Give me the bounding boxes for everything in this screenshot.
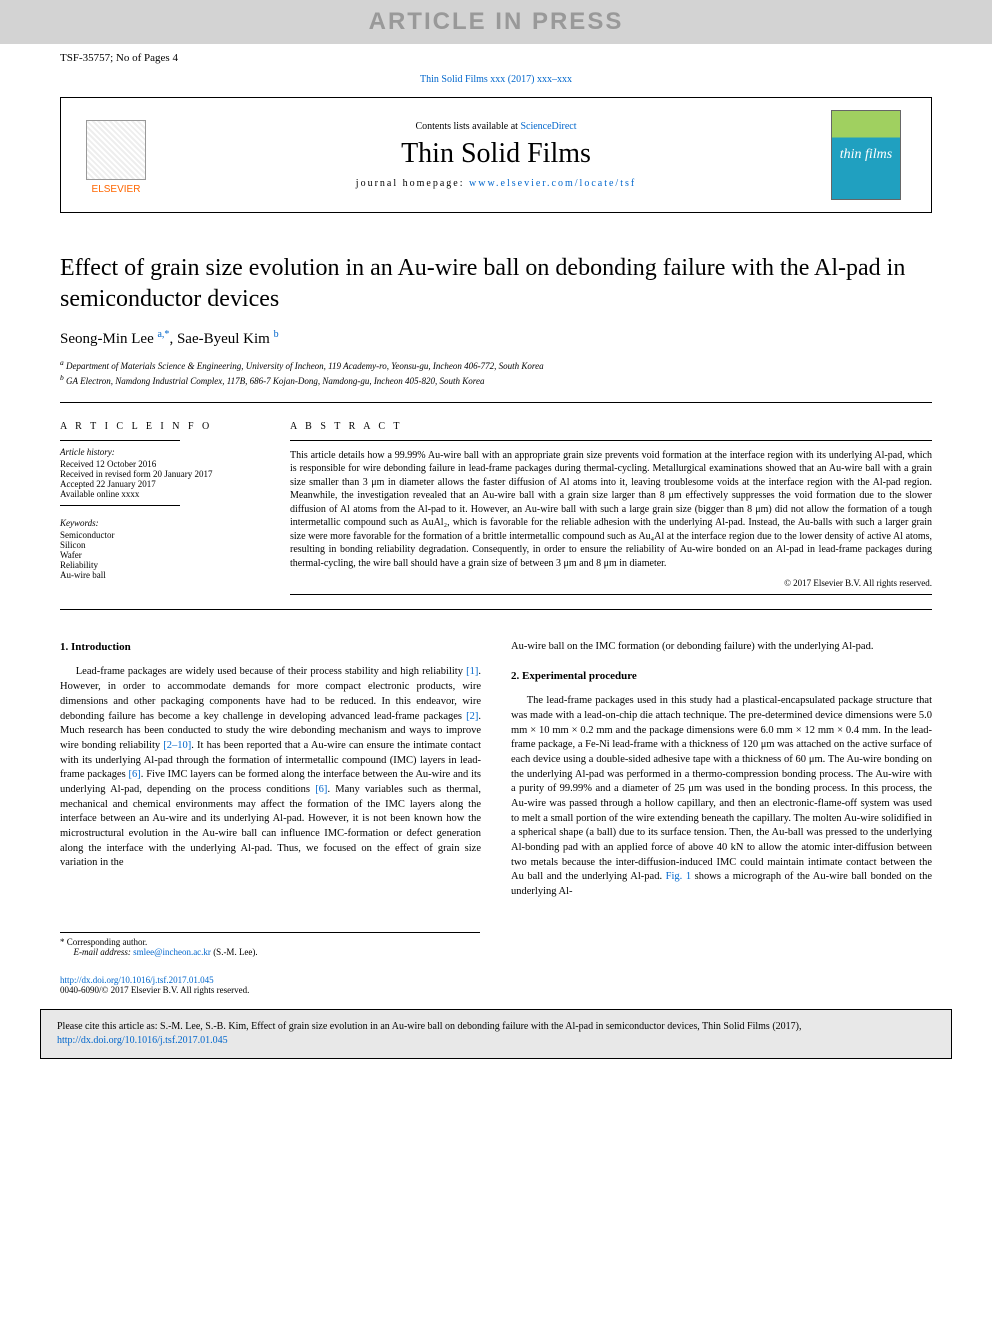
- affiliation: a Department of Materials Science & Engi…: [60, 358, 932, 373]
- author-list: Seong-Min Lee a,*, Sae-Byeul Kim b: [60, 329, 932, 348]
- email-suffix: (S.-M. Lee).: [211, 947, 258, 957]
- section-heading-introduction: 1. Introduction: [60, 640, 481, 655]
- divider: [290, 594, 932, 595]
- keywords-label: Keywords:: [60, 518, 260, 528]
- journal-homepage-line: journal homepage: www.elsevier.com/locat…: [161, 178, 831, 189]
- body-text: Lead-frame packages are widely used beca…: [76, 666, 466, 677]
- article-info-column: A R T I C L E I N F O Article history: R…: [60, 421, 260, 596]
- history-line: Received in revised form 20 January 2017: [60, 469, 260, 479]
- author-name: Sae-Byeul Kim: [177, 331, 270, 347]
- citation-ref-link[interactable]: [6]: [315, 784, 327, 795]
- doi-block: http://dx.doi.org/10.1016/j.tsf.2017.01.…: [60, 975, 932, 995]
- abstract-label: A B S T R A C T: [290, 421, 932, 432]
- issn-copyright-line: 0040-6090/© 2017 Elsevier B.V. All right…: [60, 985, 932, 995]
- body-paragraph: Lead-frame packages are widely used beca…: [60, 665, 481, 871]
- affiliation-list: a Department of Materials Science & Engi…: [60, 358, 932, 387]
- history-line: Accepted 22 January 2017: [60, 479, 260, 489]
- divider: [60, 440, 180, 441]
- publisher-logo-block: ELSEVIER: [81, 115, 161, 195]
- cite-text: Please cite this article as: S.-M. Lee, …: [57, 1021, 801, 1032]
- body-two-column: 1. Introduction Lead-frame packages are …: [60, 640, 932, 902]
- article-id-row: TSF-35757; No of Pages 4: [0, 44, 992, 68]
- article-title: Effect of grain size evolution in an Au-…: [60, 253, 932, 315]
- abstract-copyright: © 2017 Elsevier B.V. All rights reserved…: [290, 578, 932, 588]
- body-paragraph: Au-wire ball on the IMC formation (or de…: [511, 640, 932, 655]
- journal-header-box: ELSEVIER Contents lists available at Sci…: [60, 97, 932, 213]
- please-cite-box: Please cite this article as: S.-M. Lee, …: [40, 1009, 952, 1059]
- homepage-label: journal homepage:: [356, 178, 469, 189]
- homepage-link[interactable]: www.elsevier.com/locate/tsf: [469, 178, 636, 189]
- divider: [60, 609, 932, 610]
- article-info-label: A R T I C L E I N F O: [60, 421, 260, 432]
- body-column-right: Au-wire ball on the IMC formation (or de…: [511, 640, 932, 902]
- figure-ref-link[interactable]: Fig. 1: [666, 871, 691, 882]
- citation-ref-link[interactable]: [2–10]: [163, 740, 191, 751]
- abstract-column: A B S T R A C T This article details how…: [290, 421, 932, 596]
- body-text: . Many variables such as thermal, mechan…: [60, 784, 481, 868]
- divider: [290, 440, 932, 441]
- history-label: Article history:: [60, 447, 260, 457]
- citation-line: Thin Solid Films xxx (2017) xxx–xxx: [0, 68, 992, 97]
- contents-lists-line: Contents lists available at ScienceDirec…: [161, 121, 831, 132]
- affiliation-text: Department of Materials Science & Engine…: [66, 361, 544, 371]
- cover-thumb-block: thin films: [831, 110, 911, 200]
- citation-ref-link[interactable]: [2]: [466, 711, 478, 722]
- keyword: Semiconductor: [60, 530, 260, 540]
- keyword: Wafer: [60, 550, 260, 560]
- body-paragraph: The lead-frame packages used in this stu…: [511, 694, 932, 900]
- author-mark: a,*: [157, 329, 169, 340]
- in-press-watermark: ARTICLE IN PRESS: [0, 0, 992, 44]
- citation-ref-link[interactable]: [1]: [466, 666, 478, 677]
- info-abstract-row: A R T I C L E I N F O Article history: R…: [60, 421, 932, 596]
- affiliation-mark: b: [60, 373, 64, 382]
- cite-doi-link[interactable]: http://dx.doi.org/10.1016/j.tsf.2017.01.…: [57, 1035, 228, 1046]
- sciencedirect-link[interactable]: ScienceDirect: [520, 121, 576, 132]
- divider: [60, 505, 180, 506]
- body-column-left: 1. Introduction Lead-frame packages are …: [60, 640, 481, 902]
- journal-cover-thumbnail: thin films: [831, 110, 901, 200]
- contents-label: Contents lists available at: [415, 121, 520, 132]
- keyword: Reliability: [60, 560, 260, 570]
- email-line: E-mail address: smlee@incheon.ac.kr (S.-…: [60, 947, 480, 957]
- keyword: Silicon: [60, 540, 260, 550]
- elsevier-tree-icon: [86, 120, 146, 180]
- affiliation-mark: a: [60, 358, 64, 367]
- body-text: The lead-frame packages used in this stu…: [511, 695, 932, 882]
- citation-ref-link[interactable]: [6]: [129, 769, 141, 780]
- citation-link[interactable]: Thin Solid Films xxx (2017) xxx–xxx: [420, 74, 572, 85]
- affiliation-text: GA Electron, Namdong Industrial Complex,…: [66, 376, 484, 386]
- elsevier-logo: ELSEVIER: [81, 115, 151, 195]
- history-line: Received 12 October 2016: [60, 459, 260, 469]
- corresponding-author-footnote: * Corresponding author. E-mail address: …: [60, 932, 480, 957]
- abstract-text: This article details how a 99.99% Au-wir…: [290, 449, 932, 571]
- email-link[interactable]: smlee@incheon.ac.kr: [133, 947, 211, 957]
- section-heading-experimental: 2. Experimental procedure: [511, 669, 932, 684]
- author-mark: b: [274, 329, 279, 340]
- email-label: E-mail address:: [74, 947, 134, 957]
- author-name: Seong-Min Lee: [60, 331, 154, 347]
- keyword: Au-wire ball: [60, 570, 260, 580]
- corresponding-label: * Corresponding author.: [60, 937, 480, 947]
- journal-center-block: Contents lists available at ScienceDirec…: [161, 121, 831, 189]
- publisher-name: ELSEVIER: [92, 184, 141, 195]
- history-line: Available online xxxx: [60, 489, 260, 499]
- journal-title: Thin Solid Films: [161, 138, 831, 170]
- divider: [60, 402, 932, 403]
- affiliation: b GA Electron, Namdong Industrial Comple…: [60, 373, 932, 388]
- doi-link[interactable]: http://dx.doi.org/10.1016/j.tsf.2017.01.…: [60, 975, 214, 985]
